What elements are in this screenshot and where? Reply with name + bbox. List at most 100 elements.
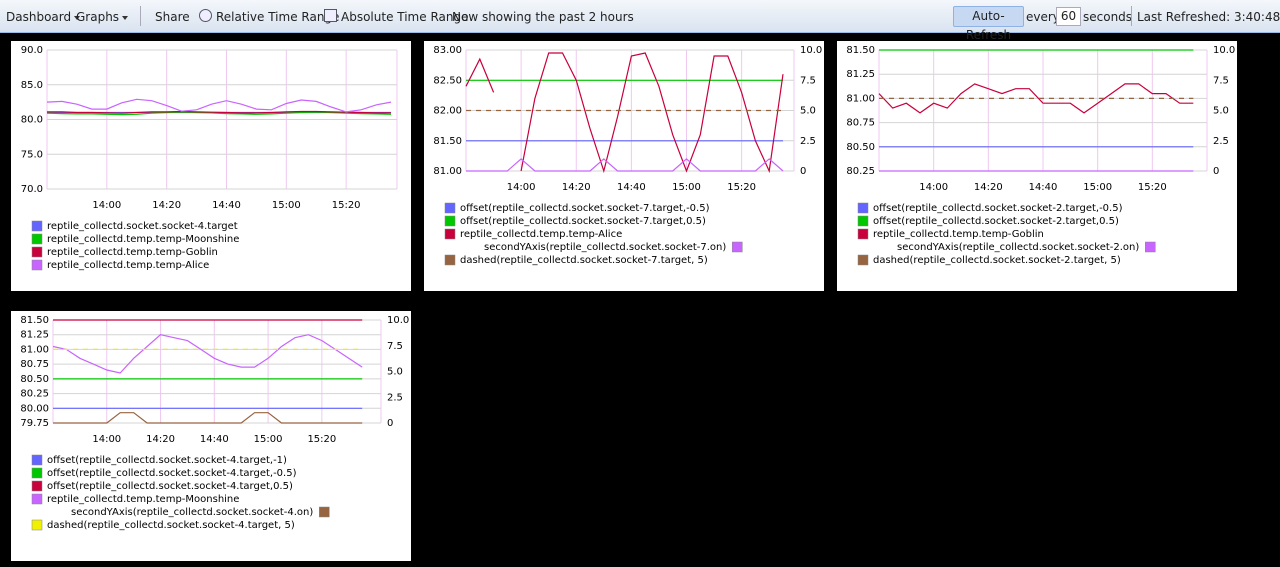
legend-swatch — [31, 454, 43, 466]
x-tick-label: 15:00 — [254, 434, 283, 445]
legend-swatch — [31, 233, 43, 245]
x-tick-label: 14:40 — [1029, 182, 1058, 193]
legend-swatch — [31, 480, 43, 492]
x-tick-label: 15:20 — [727, 182, 756, 193]
legend-swatch — [444, 228, 456, 240]
x-tick-label: 14:00 — [507, 182, 536, 193]
series-line — [46, 111, 392, 116]
y-tick-label: 80.00 — [20, 403, 49, 414]
x-tick-label: 14:20 — [152, 200, 181, 211]
legend-label: offset(reptile_collectd.socket.socket-2.… — [873, 203, 1123, 214]
clock-icon — [199, 9, 212, 22]
legend-swatch — [857, 215, 869, 227]
legend-label: offset(reptile_collectd.socket.socket-4.… — [47, 455, 287, 466]
y-tick-label: 80.50 — [20, 374, 49, 385]
x-tick-label: 15:20 — [1138, 182, 1167, 193]
legend-swatch — [857, 202, 869, 214]
legend-label: dashed(reptile_collectd.socket.socket-7.… — [460, 255, 708, 266]
legend-swatch — [31, 220, 43, 232]
y-tick-label: 85.0 — [21, 80, 43, 91]
legend-swatch — [31, 246, 43, 258]
legend-label: reptile_collectd.temp.temp-Moonshine — [47, 494, 239, 505]
legend-swatch — [444, 254, 456, 266]
y-tick-label: 82.00 — [433, 106, 462, 117]
x-tick-label: 14:40 — [617, 182, 646, 193]
y-tick-label: 81.50 — [20, 315, 49, 326]
y-tick-label: 80.25 — [20, 389, 49, 400]
y-tick-label: 70.0 — [21, 184, 43, 195]
seconds-label: seconds — [1083, 10, 1133, 24]
y2-tick-label: 2.5 — [387, 392, 403, 403]
x-tick-label: 14:40 — [212, 200, 241, 211]
legend-label: reptile_collectd.temp.temp-Moonshine — [47, 234, 239, 245]
x-tick-label: 14:40 — [200, 434, 229, 445]
y-tick-label: 81.00 — [846, 93, 875, 104]
x-tick-label: 15:00 — [272, 200, 301, 211]
y-tick-label: 82.50 — [433, 75, 462, 86]
refresh-seconds-input[interactable]: 60 — [1056, 7, 1081, 26]
y2-tick-label: 5.0 — [387, 367, 403, 378]
legend-label: offset(reptile_collectd.socket.socket-2.… — [873, 216, 1119, 227]
series-line — [465, 52, 784, 174]
graph-panel: 14:00 14:20 14:40 15:00 15:20 81.00 81.50 82.00… — [424, 41, 824, 291]
y2-tick-label: 0 — [1213, 166, 1219, 177]
x-tick-label: 15:20 — [307, 434, 336, 445]
y-tick-label: 81.50 — [846, 45, 875, 56]
calendar-icon — [324, 9, 337, 22]
y-tick-label: 81.00 — [433, 166, 462, 177]
y-tick-label: 81.00 — [20, 344, 49, 355]
x-tick-label: 14:20 — [562, 182, 591, 193]
relative-time-button[interactable]: Relative Time Range — [216, 10, 340, 24]
x-tick-label: 15:00 — [672, 182, 701, 193]
y2-tick-label: 10.0 — [387, 315, 409, 326]
separator — [1131, 6, 1132, 26]
y-tick-label: 80.0 — [21, 115, 43, 126]
legend-label: offset(reptile_collectd.socket.socket-4.… — [47, 481, 293, 492]
legend-label: offset(reptile_collectd.socket.socket-4.… — [47, 468, 297, 479]
y2-tick-label: 5.0 — [800, 106, 816, 117]
y2-tick-label: 5.0 — [1213, 106, 1229, 117]
x-tick-label: 14:20 — [974, 182, 1003, 193]
graph-panel: 14:00 14:20 14:40 15:00 15:20 80.25 80.50 80.75… — [837, 41, 1237, 291]
y-tick-label: 80.50 — [846, 142, 875, 153]
y2-tick-label: 10.0 — [800, 45, 822, 56]
status-text: Now showing the past 2 hours — [452, 10, 634, 24]
absolute-time-button[interactable]: Absolute Time Range — [341, 10, 469, 24]
y-tick-label: 81.25 — [20, 330, 49, 341]
graph-panel: 14:00 14:20 14:40 15:00 15:20 70.0 75.0 80.0 85.… — [11, 41, 411, 291]
series-line — [46, 98, 392, 113]
y-tick-label: 90.0 — [21, 45, 43, 56]
legend-label: reptile_collectd.temp.temp-Goblin — [873, 229, 1044, 240]
legend-label: reptile_collectd.temp.temp-Alice — [460, 229, 622, 240]
series-line — [53, 412, 363, 424]
legend-label: reptile_collectd.temp.temp-Alice — [47, 260, 209, 271]
legend-swatch — [857, 228, 869, 240]
share-button[interactable]: Share — [155, 10, 190, 24]
y2-tick-label: 10.0 — [1213, 45, 1235, 56]
y-tick-label: 80.75 — [846, 118, 875, 129]
legend-swatch — [31, 467, 43, 479]
x-tick-label: 14:00 — [92, 200, 121, 211]
graphs-menu[interactable]: Graphs — [76, 10, 128, 24]
legend-label: secondYAxis(reptile_collectd.socket.sock… — [897, 242, 1139, 253]
y2-tick-label: 0 — [800, 166, 806, 177]
series-line — [878, 83, 1194, 114]
legend-label: offset(reptile_collectd.socket.socket-7.… — [460, 216, 706, 227]
series-line — [466, 158, 784, 172]
y-tick-label: 75.0 — [21, 149, 43, 160]
auto-refresh-button[interactable]: Auto-Refresh — [953, 6, 1024, 42]
graph-panel: 14:00 14:20 14:40 15:00 15:20 79.75 80.00 80.25… — [11, 311, 411, 561]
separator — [140, 6, 141, 26]
dashboard-menu[interactable]: Dashboard — [6, 10, 80, 24]
legend-swatch — [857, 254, 869, 266]
x-tick-label: 14:00 — [919, 182, 948, 193]
y-tick-label: 83.00 — [433, 45, 462, 56]
legend-swatch — [31, 259, 43, 271]
y-tick-label: 79.75 — [20, 418, 49, 429]
legend-swatch — [31, 493, 43, 505]
series-line — [52, 334, 363, 374]
y2-tick-label: 2.5 — [800, 136, 816, 147]
every-label: every — [1026, 10, 1060, 24]
toolbar: Dashboard Graphs Share Relative Time Ran… — [0, 0, 1280, 42]
y-tick-label: 80.75 — [20, 359, 49, 370]
